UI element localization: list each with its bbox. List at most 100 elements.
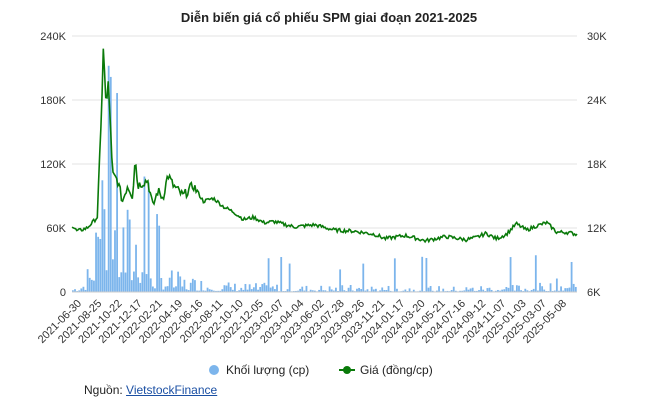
volume-bar [97,236,100,292]
volume-bar [175,286,177,292]
volume-bar [402,290,405,292]
y-left-tick-label: 120K [40,159,66,171]
chart-title: Diễn biến giá cổ phiếu SPM giai đoạn 202… [180,10,478,25]
volume-bar [389,290,392,292]
volume-bar [482,289,485,292]
volume-bar [162,289,165,292]
volume-bar [383,289,386,292]
volume-bar [549,283,552,292]
volume-bar [124,272,127,292]
volume-bar [520,290,522,292]
volume-bar [305,285,308,292]
volume-bar [524,288,527,292]
volume-bar [297,290,299,292]
volume-bar [212,290,215,292]
volume-bar [427,287,430,292]
volume-bar [145,274,148,292]
volume-bar [84,289,87,292]
volume-bar [181,286,184,292]
volume-bar [562,290,565,292]
volume-bar [545,290,548,292]
volume-bar [341,285,344,292]
volume-bar [86,269,89,292]
volume-bar [461,290,464,292]
volume-bar [425,257,428,292]
volume-bar [513,290,516,292]
volume-bar [488,287,491,292]
volume-bar [408,288,411,292]
volume-bar [185,289,188,292]
legend-price-marker[interactable] [343,366,351,374]
volume-bar [194,280,196,292]
volume-bar [412,289,415,292]
volume-bar [303,290,306,292]
volume-bar [364,290,367,292]
volume-bar [370,286,373,292]
volume-bar [156,214,158,292]
volume-bar [280,257,283,292]
volume-bar [465,287,468,292]
legend-volume-label[interactable]: Khối lượng (cp) [226,363,309,377]
volume-bar [118,277,121,292]
y-left-tick-label: 60K [46,223,66,235]
volume-bar [248,284,251,292]
volume-bar [501,289,504,292]
volume-bar [215,290,217,292]
source-link[interactable]: VietstockFinance [126,383,218,397]
volume-bar [507,287,510,292]
volume-bar [240,287,243,292]
volume-bar [208,289,211,292]
volume-bar [473,290,476,292]
volume-bar [74,289,76,292]
volume-bar [196,290,198,292]
volume-bar [349,285,352,292]
volume-bar [324,290,327,292]
volume-bar [200,280,203,292]
volume-bar [572,283,575,292]
volume-bar [566,288,569,292]
volume-bar [276,284,278,292]
volume-bar [568,287,571,292]
volume-bar [560,286,562,292]
volume-bar [221,289,224,292]
volume-bar [505,286,508,292]
legend-volume-marker[interactable] [209,365,219,375]
volume-bar [494,290,497,292]
volume-bar [271,286,274,292]
legend-price-label[interactable]: Giá (đồng/cp) [360,363,433,377]
volume-bar [187,290,190,292]
volume-bar [454,290,457,292]
volume-bar [295,290,297,292]
volume-bar [387,285,390,292]
volume-bar [471,287,474,292]
volume-bar [111,259,114,292]
volume-bar [322,290,325,292]
y-left-tick-label: 240K [40,31,66,43]
y-right-tick-label: 30K [587,31,607,43]
volume-bar [259,286,262,292]
volume-bar [446,290,449,292]
volume-bar [419,290,421,292]
volume-bar [116,93,118,292]
volume-bar [265,285,268,292]
volume-bar [509,257,512,292]
volume-bar [137,277,140,292]
volume-bar [551,290,554,292]
volume-bar [206,287,209,292]
volume-bar [301,286,304,292]
volume-bar [229,287,232,292]
volume-bar [558,290,560,292]
volume-bar [347,287,350,292]
volume-bar [198,290,201,292]
y-right-tick-label: 12K [587,223,607,235]
volume-bar [358,287,360,292]
volume-bar [404,289,407,292]
volume-bar [330,289,333,292]
volume-bar [499,290,501,292]
volume-bar [459,290,461,292]
volume-bar [101,180,104,292]
volume-bar [128,219,131,292]
volume-bar [95,232,97,292]
volume-bar [497,289,499,292]
